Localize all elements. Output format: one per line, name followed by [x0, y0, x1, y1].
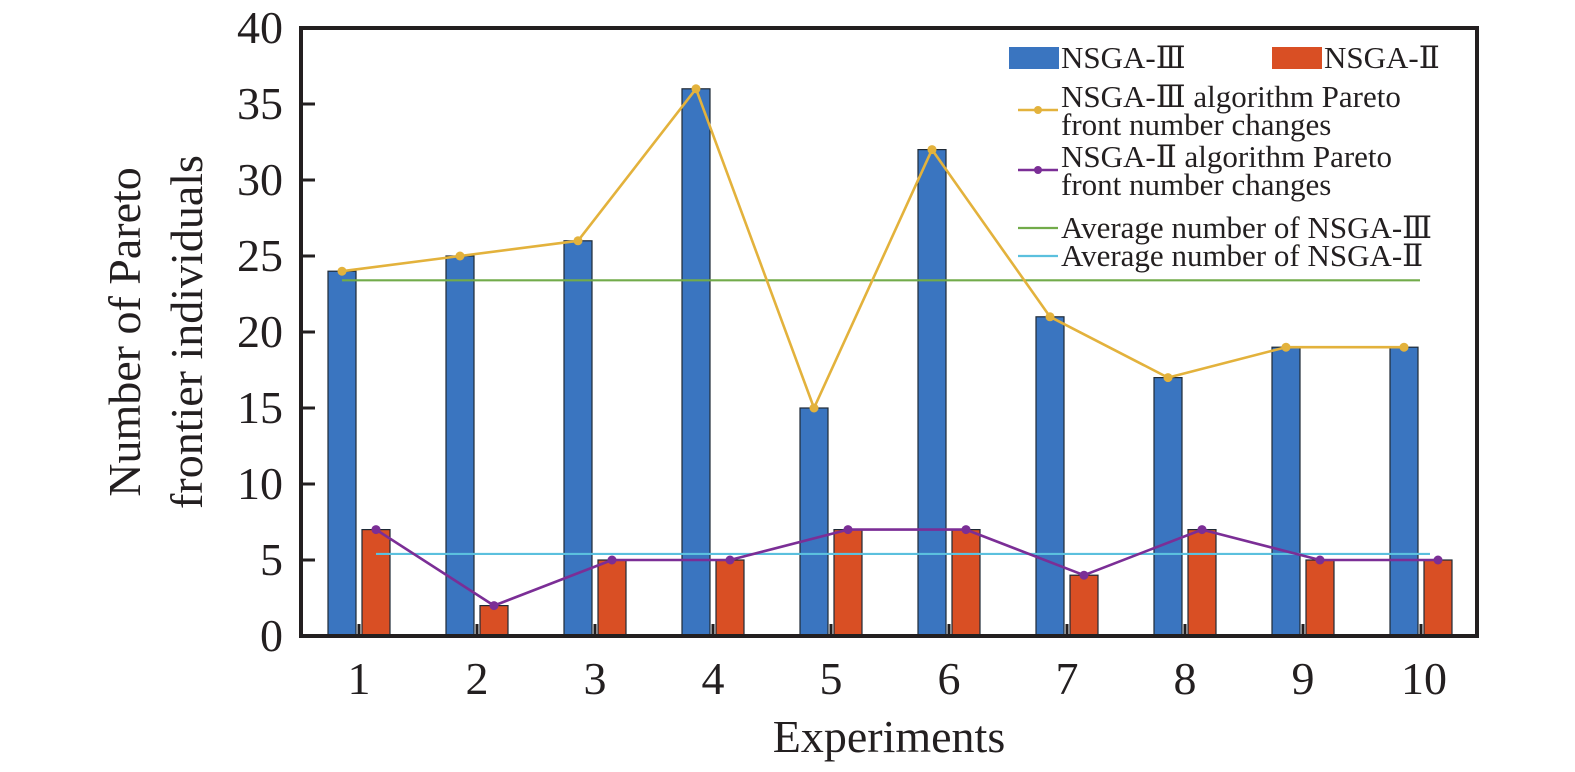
- point-nsga2-8: [1197, 525, 1207, 535]
- bar-nsga2-5: [833, 528, 863, 637]
- bar-nsga3-8: [1153, 377, 1183, 637]
- point-nsga3-6: [927, 145, 937, 155]
- point-nsga3-9: [1281, 342, 1291, 352]
- x-tick-label-7: 7: [1056, 653, 1079, 704]
- x-tick-label-10: 10: [1401, 653, 1447, 704]
- point-nsga2-10: [1433, 555, 1443, 565]
- bar-nsga3-10: [1389, 346, 1419, 637]
- bar-nsga2-10: [1423, 559, 1453, 637]
- point-nsga2-7: [1079, 570, 1089, 580]
- point-nsga3-4: [691, 84, 701, 94]
- bar-nsga2-6: [951, 528, 981, 637]
- bar-nsga3-4: [681, 88, 711, 637]
- x-tick-label-6: 6: [938, 653, 961, 704]
- point-nsga2-2: [489, 601, 499, 611]
- y-tick-label-35: 35: [237, 78, 283, 129]
- legend-label-nsga2-bar: NSGA-Ⅱ: [1324, 40, 1440, 75]
- y-axis-title-line-2: frontier individuals: [161, 155, 212, 509]
- y-tick-label-30: 30: [237, 154, 283, 205]
- trend-lines: [337, 84, 1443, 611]
- legend-label-nsga3-average: Average number of NSGA-Ⅲ: [1061, 210, 1432, 245]
- bar-nsga3-1: [327, 270, 357, 637]
- point-nsga3-2: [455, 251, 465, 261]
- average-lines: [342, 279, 1430, 556]
- y-tick-label-20: 20: [237, 306, 283, 357]
- bar-nsga3-5: [799, 407, 829, 637]
- legend-label-nsga3-line-line-2: front number changes: [1061, 107, 1331, 142]
- point-nsga2-1: [371, 525, 381, 535]
- bar-nsga2-1: [361, 528, 391, 637]
- bar-nsga2-8: [1187, 528, 1217, 637]
- legend-swatch-nsga3-bar: [1009, 47, 1059, 69]
- legend-marker-nsga3-line: [1034, 106, 1042, 114]
- x-tick-label-4: 4: [702, 653, 725, 704]
- x-tick-label-1: 1: [348, 653, 371, 704]
- bar-nsga3-9: [1271, 346, 1301, 637]
- point-nsga2-4: [725, 555, 735, 565]
- legend-label-nsga2-average: Average number of NSGA-Ⅱ: [1061, 238, 1423, 273]
- legend-marker-nsga2-line: [1034, 166, 1042, 174]
- legend-label-nsga2-line-line-1: NSGA-Ⅱ algorithm Pareto: [1061, 139, 1392, 174]
- point-nsga3-1: [337, 266, 347, 276]
- legend-label-nsga2-line-line-2: front number changes: [1061, 167, 1331, 202]
- legend-label-nsga3-line-line-1: NSGA-Ⅲ algorithm Pareto: [1061, 79, 1401, 114]
- y-axis-title-line-1: Number of Pareto: [99, 167, 150, 497]
- point-nsga2-6: [961, 525, 971, 535]
- y-tick-label-5: 5: [260, 534, 283, 585]
- point-nsga3-5: [809, 403, 819, 413]
- point-nsga3-10: [1399, 342, 1409, 352]
- x-tick-label-8: 8: [1174, 653, 1197, 704]
- bar-nsga3-2: [445, 255, 475, 637]
- legend-label-nsga3-bar: NSGA-Ⅲ: [1061, 40, 1186, 75]
- line-nsga3: [341, 87, 1404, 410]
- bar-nsga3-7: [1035, 316, 1065, 637]
- bar-nsga2-3: [597, 559, 627, 637]
- bar-nsga2-9: [1305, 559, 1335, 637]
- point-nsga2-9: [1315, 555, 1325, 565]
- y-tick-label-15: 15: [237, 382, 283, 433]
- y-tick-label-0: 0: [260, 610, 283, 661]
- axes: 0 5 10 15 20 25 30 35 40 1 2 3 4 5 6 7 8 9 10: [237, 2, 1479, 704]
- legend-swatch-nsga2-bar: [1272, 47, 1322, 69]
- bar-nsga2-4: [715, 559, 745, 637]
- bar-nsga2-7: [1069, 574, 1099, 637]
- x-tick-label-3: 3: [584, 653, 607, 704]
- x-tick-label-5: 5: [820, 653, 843, 704]
- y-tick-label-40: 40: [237, 2, 283, 53]
- y-tick-label-10: 10: [237, 458, 283, 509]
- point-nsga3-8: [1163, 373, 1173, 383]
- point-nsga2-5: [843, 525, 853, 535]
- x-axis-title: Experiments: [773, 711, 1006, 762]
- y-tick-label-25: 25: [237, 230, 283, 281]
- line-nsga2: [375, 528, 1438, 607]
- x-tick-label-2: 2: [466, 653, 489, 704]
- point-nsga2-3: [607, 555, 617, 565]
- point-nsga3-7: [1045, 312, 1055, 322]
- bar-nsga2-2: [479, 604, 509, 637]
- point-nsga3-3: [573, 236, 583, 246]
- x-tick-label-9: 9: [1292, 653, 1315, 704]
- bar-nsga3-6: [917, 149, 947, 637]
